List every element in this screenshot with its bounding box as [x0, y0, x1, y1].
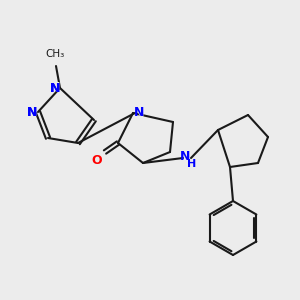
Text: N: N: [133, 106, 145, 120]
Text: N: N: [26, 105, 38, 119]
Text: N: N: [180, 149, 190, 163]
Text: N: N: [49, 81, 61, 95]
Text: CH₃: CH₃: [45, 49, 64, 59]
Text: N: N: [50, 82, 60, 94]
Text: N: N: [27, 106, 37, 118]
Text: N: N: [134, 106, 144, 119]
Text: N: N: [27, 106, 37, 118]
Text: N: N: [50, 82, 60, 94]
Text: H: H: [188, 159, 196, 169]
Text: O: O: [92, 154, 102, 166]
